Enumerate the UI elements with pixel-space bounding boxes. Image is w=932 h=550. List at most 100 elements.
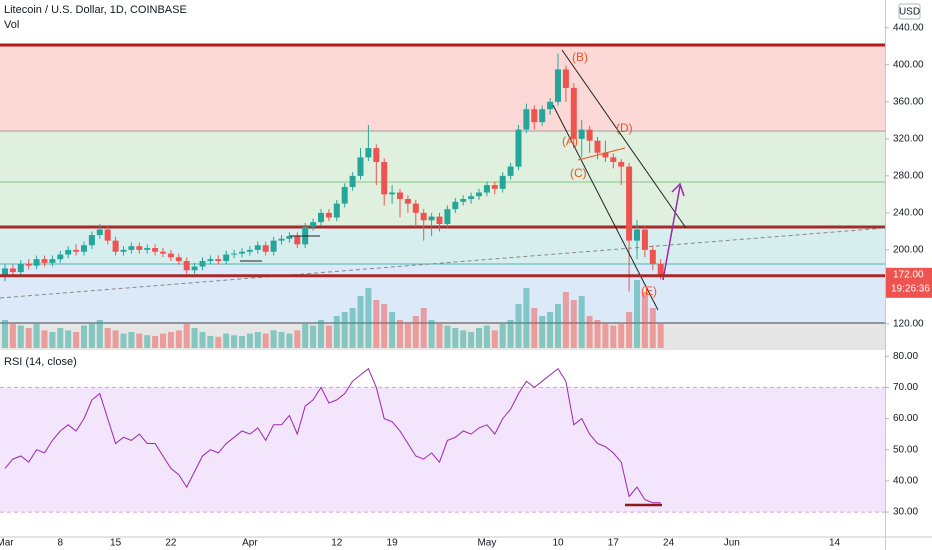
volume-bar: [73, 332, 80, 348]
volume-bar: [57, 328, 64, 348]
candle-body: [539, 109, 546, 123]
candle-body: [349, 175, 356, 187]
volume-bar: [404, 324, 411, 348]
volume-bar: [649, 308, 656, 348]
volume-bar: [81, 325, 87, 348]
zone: [0, 264, 885, 323]
volume-bar: [25, 328, 32, 348]
candle-body: [294, 236, 301, 245]
candle-body: [65, 249, 72, 255]
candle-body: [270, 240, 277, 252]
candle-body: [547, 101, 554, 110]
candle-body: [499, 175, 506, 189]
candle-body: [207, 259, 214, 261]
volume-bar: [96, 320, 103, 348]
currency: USD: [899, 7, 920, 18]
volume-bar: [491, 330, 498, 348]
rsi-tick-label: 30.00: [893, 507, 918, 518]
volume-bar: [65, 330, 72, 348]
x-tick-label: 15: [110, 538, 122, 549]
trend-line: [0, 227, 886, 299]
y-tick-label: 280.00: [893, 170, 924, 181]
rsi-tick-label: 70.00: [893, 382, 918, 393]
volume-bar: [207, 336, 214, 348]
y-tick-label: 400.00: [893, 59, 924, 70]
candle-body: [231, 253, 238, 255]
volume-bar: [594, 320, 601, 348]
candle-body: [412, 203, 419, 213]
volume-bar: [270, 330, 277, 348]
candle-body: [365, 148, 372, 158]
volume-bar: [531, 308, 538, 348]
volume-bar: [33, 324, 40, 348]
candle-body: [33, 259, 40, 266]
volume-bar: [167, 332, 174, 348]
zones: [0, 43, 886, 348]
volume-bar: [578, 296, 585, 348]
candle-body: [555, 69, 561, 102]
rsi-line: [4, 367, 661, 504]
volume-bar: [152, 336, 159, 348]
candle-body: [262, 245, 269, 252]
y-tick-label: 240.00: [893, 208, 924, 219]
last-price: 172.00: [893, 269, 924, 280]
candle-body: [183, 261, 190, 271]
annotation: (B): [572, 50, 588, 64]
volume-bar: [294, 330, 301, 348]
candle-body: [191, 266, 198, 271]
volume-bar: [160, 333, 166, 348]
volume-bar: [88, 324, 95, 348]
volume-bar: [618, 324, 625, 348]
x-tick-label: 22: [165, 538, 177, 549]
candle-body: [634, 229, 640, 241]
rsi-pane: [0, 367, 885, 513]
y-tick-label: 200.00: [893, 245, 924, 256]
volume-bar: [483, 325, 490, 348]
candle-body: [104, 229, 111, 241]
volume-bar: [2, 320, 8, 348]
rsi-title: RSI (14, close): [4, 356, 77, 368]
volume-bar: [341, 312, 348, 348]
volume-bar: [555, 304, 561, 348]
volume-bar: [657, 324, 664, 348]
rsi-tick-label: 50.00: [893, 444, 918, 455]
countdown: 19:26:36: [891, 283, 930, 294]
candle-body: [199, 261, 206, 267]
x-tick-label: May: [477, 538, 496, 549]
volume-bar: [610, 325, 617, 348]
candle-body: [444, 209, 451, 224]
x-tick-label: 19: [387, 538, 399, 549]
volume-bar: [17, 325, 24, 348]
candle-body: [41, 259, 48, 263]
volume-bar: [223, 333, 230, 348]
volume-bar: [436, 324, 443, 348]
candle-body: [81, 245, 87, 252]
annotation: (A): [562, 134, 578, 148]
zone: [0, 131, 885, 227]
annotation: (C): [570, 166, 587, 180]
candle-body: [389, 192, 396, 195]
volume-bar: [357, 296, 364, 348]
volume-bar: [570, 300, 577, 348]
volume-bar: [333, 316, 340, 348]
candle-body: [9, 268, 16, 273]
volume-bar: [562, 292, 569, 348]
candle-body: [626, 166, 633, 241]
candle-body: [120, 249, 127, 252]
volume-bar: [49, 332, 56, 348]
candle-body: [618, 161, 625, 167]
candle-body: [570, 87, 577, 139]
candle-body: [523, 109, 530, 130]
volume-bar: [278, 332, 285, 348]
arrow: [662, 182, 685, 281]
volume-bar: [507, 320, 514, 348]
volume-label: Vol: [4, 19, 19, 31]
currency-box: [898, 3, 921, 20]
candle-body: [404, 198, 411, 204]
candle-body: [578, 129, 585, 139]
volume-bar: [539, 316, 546, 348]
volume-bar: [499, 324, 506, 348]
candle-body: [460, 198, 467, 202]
candle-body: [246, 249, 253, 252]
volume-bar: [239, 336, 245, 348]
